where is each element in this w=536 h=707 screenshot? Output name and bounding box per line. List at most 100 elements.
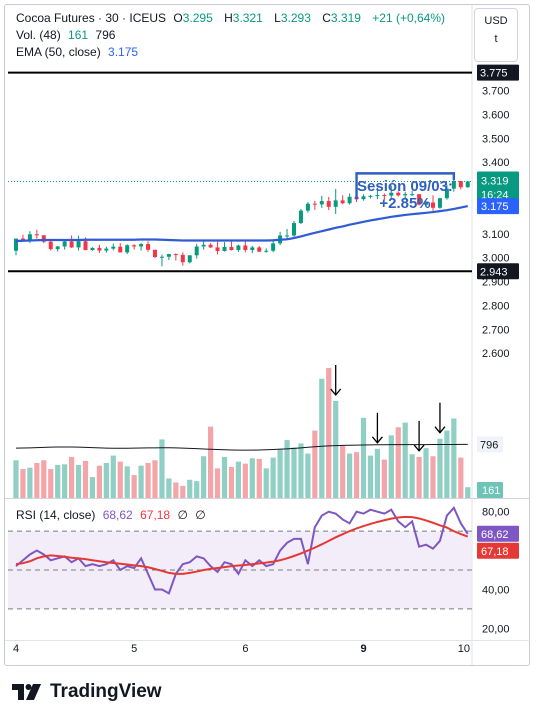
candle-body xyxy=(250,247,255,251)
legend-row-ema: EMA (50, close) 3.175 xyxy=(16,45,142,59)
volume-bar xyxy=(437,438,443,498)
time-tick-label: 5 xyxy=(131,643,137,655)
volume-bar xyxy=(263,468,269,498)
volume-bar xyxy=(69,456,75,498)
rsi-ma-label-bg xyxy=(477,542,519,559)
candle-body xyxy=(292,223,296,236)
close-label: C xyxy=(322,11,331,25)
volume-bar xyxy=(152,460,158,498)
rsi-null-1: ∅ xyxy=(177,508,188,522)
volume-bar xyxy=(48,469,54,498)
price-tick-label: 2.900 xyxy=(482,277,510,289)
ema-label: EMA (50, close) xyxy=(16,45,101,59)
candle-body xyxy=(389,192,394,196)
candle-body xyxy=(431,202,435,208)
price-tick-label: 3.700 xyxy=(482,85,510,97)
candle-body xyxy=(69,241,74,248)
candle-body xyxy=(222,246,227,251)
volume-bar xyxy=(201,456,207,498)
price-tick-label: 3.000 xyxy=(482,253,510,265)
rsi-tick-label: 40,00 xyxy=(482,584,510,596)
open-value: 3.295 xyxy=(182,11,213,25)
candle-body xyxy=(437,198,442,208)
volume-bar xyxy=(388,435,394,498)
candle-body xyxy=(382,195,387,197)
volume-bar xyxy=(173,482,179,498)
open-label: O xyxy=(173,11,183,25)
rsi-value: 68,62 xyxy=(102,508,133,522)
volume-bar xyxy=(374,448,380,498)
currency-selector[interactable]: USD t xyxy=(474,8,518,62)
volume-bar xyxy=(353,452,360,498)
candle-body xyxy=(48,241,53,250)
legend-row-volume: Vol. (48) 161 796 xyxy=(16,28,119,42)
session-annotation: Sesión 09/03: +2.85% xyxy=(342,178,468,212)
volume-bar xyxy=(360,417,367,498)
candle-body xyxy=(201,244,206,247)
candle-body xyxy=(326,201,331,207)
volume-bar xyxy=(319,378,325,498)
candle-body xyxy=(417,194,422,205)
price-tick-label: 2.800 xyxy=(482,300,510,312)
volume-bar xyxy=(131,475,137,498)
candle-body xyxy=(20,238,25,241)
volume-last-label: 161 xyxy=(482,485,500,497)
volume-bar xyxy=(381,459,387,498)
candle-body xyxy=(410,194,415,196)
volume-bar xyxy=(249,458,255,498)
candle-body xyxy=(132,245,137,247)
candle-body xyxy=(166,254,171,257)
candle-body xyxy=(458,181,463,188)
candle-body xyxy=(27,234,32,241)
candle-body xyxy=(347,196,352,204)
volume-last-label-bg xyxy=(477,482,503,498)
rsi-line xyxy=(15,505,469,595)
annotation-line-2: +2.85% xyxy=(379,195,431,212)
price-tick-label: 3.500 xyxy=(482,133,510,145)
volume-bar xyxy=(284,440,290,498)
candle-body xyxy=(180,254,185,263)
low-label: L xyxy=(274,11,281,25)
candle-body xyxy=(285,235,290,237)
volume-bar xyxy=(180,485,186,498)
candle-body xyxy=(153,249,157,257)
candle-body xyxy=(305,203,310,211)
volume-arrow-head xyxy=(413,444,425,452)
volume-bar xyxy=(166,478,172,498)
volume-bar xyxy=(402,422,408,498)
volume-bar xyxy=(20,469,26,498)
rsi-tick-label: 20,00 xyxy=(482,623,510,635)
time-tick-label: 9 xyxy=(361,643,367,655)
candle-body xyxy=(451,181,456,189)
candle-body xyxy=(243,245,248,251)
volume-bar xyxy=(416,456,422,498)
last-price-label-bg xyxy=(477,171,519,204)
volume-bar xyxy=(270,457,276,498)
tradingview-logo[interactable]: TradingView xyxy=(12,681,162,703)
volume-bar xyxy=(103,462,109,498)
brand-name: TradingView xyxy=(50,681,162,702)
candle-body xyxy=(187,255,192,263)
candle-body xyxy=(62,241,67,247)
candle-body xyxy=(125,245,130,253)
candle-body xyxy=(340,200,345,204)
rsi-ma-label: 67,18 xyxy=(481,546,509,558)
high-value: 3.321 xyxy=(232,11,263,25)
volume-bar xyxy=(298,443,304,498)
change-value: +21 (+0,64%) xyxy=(372,11,445,25)
currency-mode: t xyxy=(494,33,498,45)
volume-bar xyxy=(96,465,102,498)
volume-bar xyxy=(444,430,450,498)
candle-body xyxy=(194,246,199,256)
volume-ma-label: 796 xyxy=(480,439,498,451)
rsi-tick-label: 80,00 xyxy=(482,507,510,519)
candle-body xyxy=(34,234,39,236)
low-value: 3.293 xyxy=(280,11,311,25)
candle-body xyxy=(319,201,324,205)
candle-body xyxy=(396,192,401,196)
price-tick-label: 2.600 xyxy=(482,348,510,360)
rsi-label: RSI (14, close) xyxy=(16,508,96,522)
volume-bar xyxy=(333,401,339,498)
volume-bar xyxy=(117,461,123,498)
